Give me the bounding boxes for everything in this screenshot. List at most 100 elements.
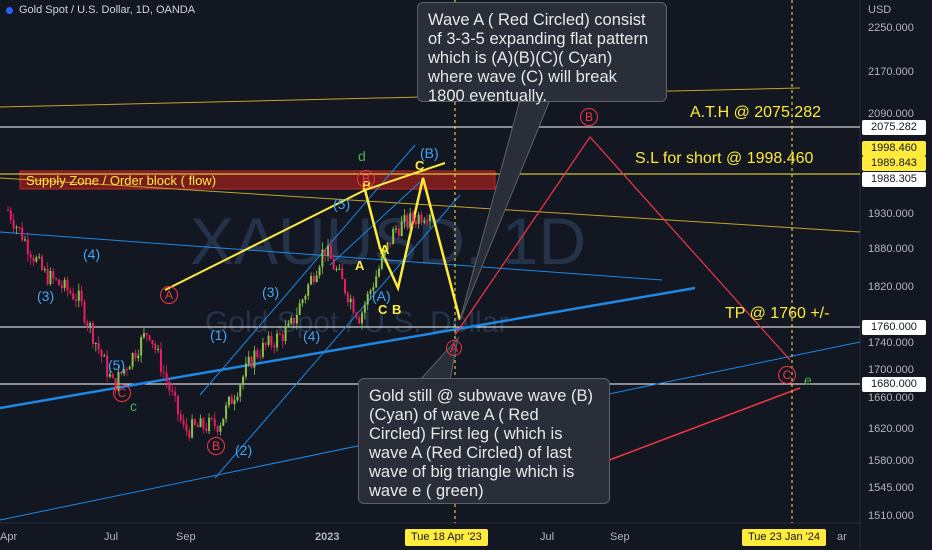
time-tick: ar bbox=[837, 531, 847, 543]
candle-body bbox=[369, 290, 372, 294]
candle-body bbox=[100, 349, 103, 357]
time-tick: Apr bbox=[0, 531, 18, 543]
candle-body bbox=[281, 334, 284, 342]
candle-body bbox=[219, 425, 222, 432]
candle-body bbox=[315, 275, 318, 282]
candle-body bbox=[69, 290, 72, 294]
candle-body bbox=[191, 419, 194, 438]
candle-body bbox=[244, 363, 247, 377]
candle-body bbox=[63, 279, 66, 288]
price-tick: 1930.000 bbox=[868, 208, 914, 220]
time-tick: Jul bbox=[540, 531, 555, 543]
wave-label-blue: (1) bbox=[210, 327, 228, 343]
time-tick: Sep bbox=[176, 531, 196, 543]
price-tag-tp: 1760.000 bbox=[862, 320, 926, 335]
price-tick: 1580.000 bbox=[868, 455, 914, 467]
candle-body bbox=[46, 269, 49, 285]
candle-body bbox=[23, 239, 26, 241]
candle-body bbox=[239, 384, 242, 397]
candle-body bbox=[108, 374, 111, 377]
candle-body bbox=[57, 279, 60, 286]
candle-body bbox=[383, 250, 386, 257]
candle-body bbox=[270, 335, 273, 346]
candle-body bbox=[157, 348, 160, 350]
candle-body bbox=[26, 239, 29, 255]
candle-body bbox=[267, 335, 270, 345]
wave-label-yellow: C bbox=[378, 302, 388, 317]
candle-body bbox=[295, 314, 298, 324]
candle-body bbox=[12, 220, 15, 229]
candle-body bbox=[205, 428, 208, 432]
candle-body bbox=[389, 242, 392, 245]
candle-body bbox=[151, 340, 154, 345]
wave-label-red: C bbox=[778, 366, 796, 384]
candle-body bbox=[423, 220, 426, 223]
candle-body bbox=[304, 295, 307, 300]
chart-header: Gold Spot / U.S. Dollar, 1D, OANDA bbox=[6, 4, 195, 16]
candle-body bbox=[412, 213, 415, 221]
candle-body bbox=[327, 245, 330, 256]
price-tick: 1820.000 bbox=[868, 281, 914, 293]
candle-body bbox=[386, 242, 389, 251]
candle-body bbox=[91, 323, 94, 345]
candle-body bbox=[355, 312, 358, 318]
wave-label-yellow: A bbox=[355, 258, 365, 273]
candle-body bbox=[125, 369, 128, 371]
candle-body bbox=[60, 285, 63, 288]
candle-body bbox=[397, 228, 400, 236]
price-tick: 1880.000 bbox=[868, 243, 914, 255]
candle-body bbox=[97, 342, 100, 350]
wave-label-blue: (3) bbox=[37, 288, 55, 304]
candle-body bbox=[66, 279, 69, 291]
candle-body bbox=[290, 317, 293, 324]
candle-body bbox=[185, 424, 188, 431]
candle-body bbox=[142, 333, 145, 338]
candle-body bbox=[236, 396, 239, 401]
candle-body bbox=[196, 424, 199, 428]
candle-body bbox=[284, 327, 287, 342]
price-tick: 1660.000 bbox=[868, 392, 914, 404]
candle-body bbox=[287, 323, 290, 328]
wave-label-blue: (4) bbox=[83, 246, 101, 262]
symbol-dot bbox=[6, 6, 13, 14]
candle-body bbox=[208, 417, 211, 432]
price-tick: 1620.000 bbox=[868, 423, 914, 435]
candle-body bbox=[406, 215, 409, 228]
time-tick: 2023 bbox=[315, 531, 340, 543]
candle-body bbox=[307, 284, 310, 296]
candle-body bbox=[52, 270, 55, 279]
candle-body bbox=[38, 256, 41, 258]
candle-body bbox=[174, 391, 177, 396]
candle-body bbox=[375, 276, 378, 288]
candle-body bbox=[420, 214, 423, 223]
candle-body bbox=[273, 345, 276, 348]
price-tick: 1700.000 bbox=[868, 364, 914, 376]
candle-body bbox=[111, 374, 114, 379]
candle-body bbox=[162, 371, 165, 373]
candle-body bbox=[168, 381, 171, 391]
wave-label-yellow: C bbox=[415, 158, 425, 173]
candle-body bbox=[159, 348, 162, 372]
candle-body bbox=[253, 350, 256, 368]
candle-body bbox=[176, 395, 179, 415]
price-tick: 2170.000 bbox=[868, 66, 914, 78]
candle-body bbox=[426, 220, 429, 222]
time-tag-target: Tue 23 Jan '24 bbox=[742, 529, 827, 546]
candle-body bbox=[89, 323, 92, 326]
candle-body bbox=[128, 366, 131, 370]
candle-body bbox=[43, 269, 46, 271]
price-tick: 2250.000 bbox=[868, 22, 914, 34]
candle-body bbox=[261, 342, 264, 357]
candle-body bbox=[154, 344, 157, 350]
wave-label-blue: (5) bbox=[333, 196, 351, 212]
candle-body bbox=[103, 355, 106, 357]
price-tag-low: 1680.000 bbox=[862, 377, 926, 392]
candle-body bbox=[230, 396, 233, 404]
wave-label-green: e bbox=[804, 372, 812, 388]
candle-body bbox=[137, 355, 140, 359]
candle-body bbox=[49, 270, 52, 285]
ath-annotation: A.T.H @ 2075.282 bbox=[690, 104, 821, 121]
candle-body bbox=[417, 214, 420, 224]
candle-body bbox=[83, 301, 86, 323]
